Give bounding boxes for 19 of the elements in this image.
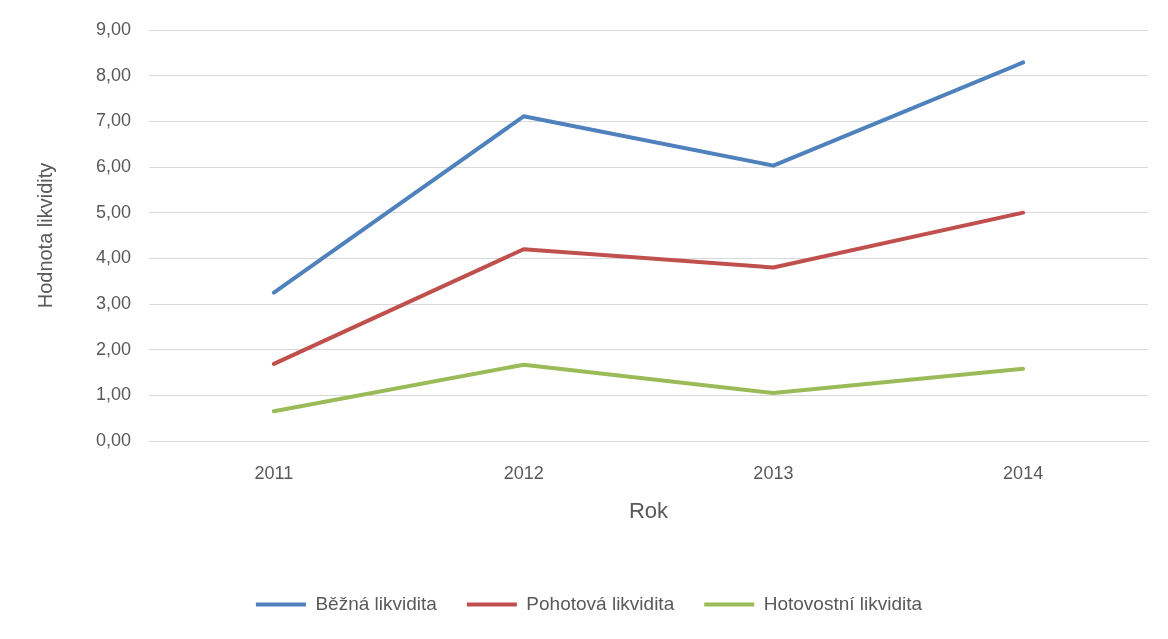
x-tick-label: 2014	[1003, 462, 1044, 483]
x-tick-label: 2012	[503, 462, 544, 483]
x-tick-label: 2011	[254, 462, 294, 483]
x-axis-title: Rok	[628, 497, 670, 523]
legend-label: Pohotová likvidita	[526, 592, 675, 614]
y-tick-label: 8,00	[95, 64, 132, 85]
y-tick-label: 9,00	[95, 18, 132, 39]
y-axis-title: Hodnota likvidity	[33, 162, 56, 309]
y-tick-label: 3,00	[95, 292, 132, 313]
y-tick-label: 4,00	[95, 247, 132, 268]
y-tick-label: 1,00	[95, 384, 132, 405]
x-tick-label: 2013	[753, 462, 794, 483]
legend-label: Běžná likvidita	[315, 592, 438, 614]
y-tick-label: 0,00	[95, 429, 132, 450]
y-tick-label: 7,00	[95, 110, 132, 131]
y-tick-label: 6,00	[95, 155, 132, 176]
legend-label: Hotovostní likvidita	[763, 592, 923, 614]
y-tick-label: 2,00	[95, 338, 132, 359]
y-tick-label: 5,00	[95, 201, 132, 222]
